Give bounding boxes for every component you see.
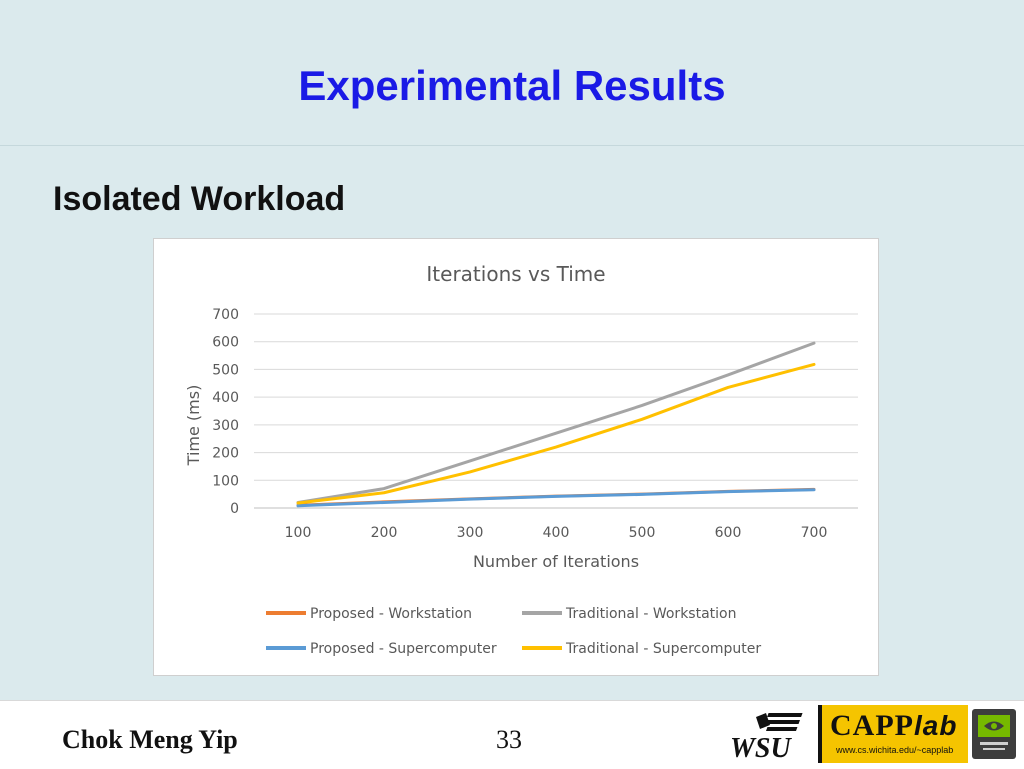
capp-logo-suffix: lab xyxy=(913,710,958,741)
capp-logo-text: CAPP xyxy=(830,709,914,742)
x-tick-label: 500 xyxy=(629,525,656,541)
x-tick-label: 700 xyxy=(801,525,828,541)
page-number: 33 xyxy=(496,725,522,754)
legend-item: Traditional - Workstation xyxy=(522,606,736,622)
y-tick-label: 100 xyxy=(212,473,239,489)
legend-item: Proposed - Supercomputer xyxy=(266,641,497,657)
y-tick-label: 200 xyxy=(212,446,239,462)
y-tick-label: 600 xyxy=(212,335,239,351)
legend-item: Proposed - Workstation xyxy=(266,606,472,622)
x-tick-label: 300 xyxy=(457,525,484,541)
y-tick-label: 300 xyxy=(212,418,239,434)
legend-label: Traditional - Workstation xyxy=(565,606,736,622)
y-tick-label: 400 xyxy=(212,390,239,406)
slide-title: Experimental Results xyxy=(298,62,726,109)
legend-label: Traditional - Supercomputer xyxy=(565,641,761,657)
x-tick-label: 200 xyxy=(371,525,398,541)
line-chart: Iterations vs Time 0 100 200 300 400 500 600 70… xyxy=(184,262,858,657)
y-tick-label: 700 xyxy=(212,307,239,323)
series-line-2 xyxy=(296,341,816,504)
series-line-4 xyxy=(296,362,816,505)
y-tick-label: 0 xyxy=(230,501,239,517)
section-heading: Isolated Workload xyxy=(53,180,346,218)
capp-lab-logo: CAPPlab www.cs.wichita.edu/~capplab xyxy=(818,705,968,763)
y-axis-label: Time (ms) xyxy=(184,385,203,467)
chart-title: Iterations vs Time xyxy=(426,262,605,286)
x-tick-label: 600 xyxy=(715,525,742,541)
legend-label: Proposed - Supercomputer xyxy=(310,641,497,657)
author-name: Chok Meng Yip xyxy=(62,725,238,754)
capp-logo-url: www.cs.wichita.edu/~capplab xyxy=(836,745,954,755)
wsu-logo: WSU xyxy=(730,713,803,761)
slide-header: Experimental Results xyxy=(0,0,1024,146)
y-tick-label: 500 xyxy=(212,362,239,378)
legend-item: Traditional - Supercomputer xyxy=(522,641,761,657)
x-tick-label: 400 xyxy=(543,525,570,541)
x-tick-label: 100 xyxy=(285,525,312,541)
slide-footer: Chok Meng Yip 33 WSU CAPPlab www.cs.wich… xyxy=(0,700,1024,769)
legend-label: Proposed - Workstation xyxy=(310,606,472,622)
x-axis-label: Number of Iterations xyxy=(473,552,639,571)
nvidia-logo xyxy=(972,709,1016,759)
chart-container: Iterations vs Time 0 100 200 300 400 500 600 70… xyxy=(153,238,879,676)
wsu-logo-text: WSU xyxy=(730,733,792,761)
series-line-3 xyxy=(296,488,816,508)
